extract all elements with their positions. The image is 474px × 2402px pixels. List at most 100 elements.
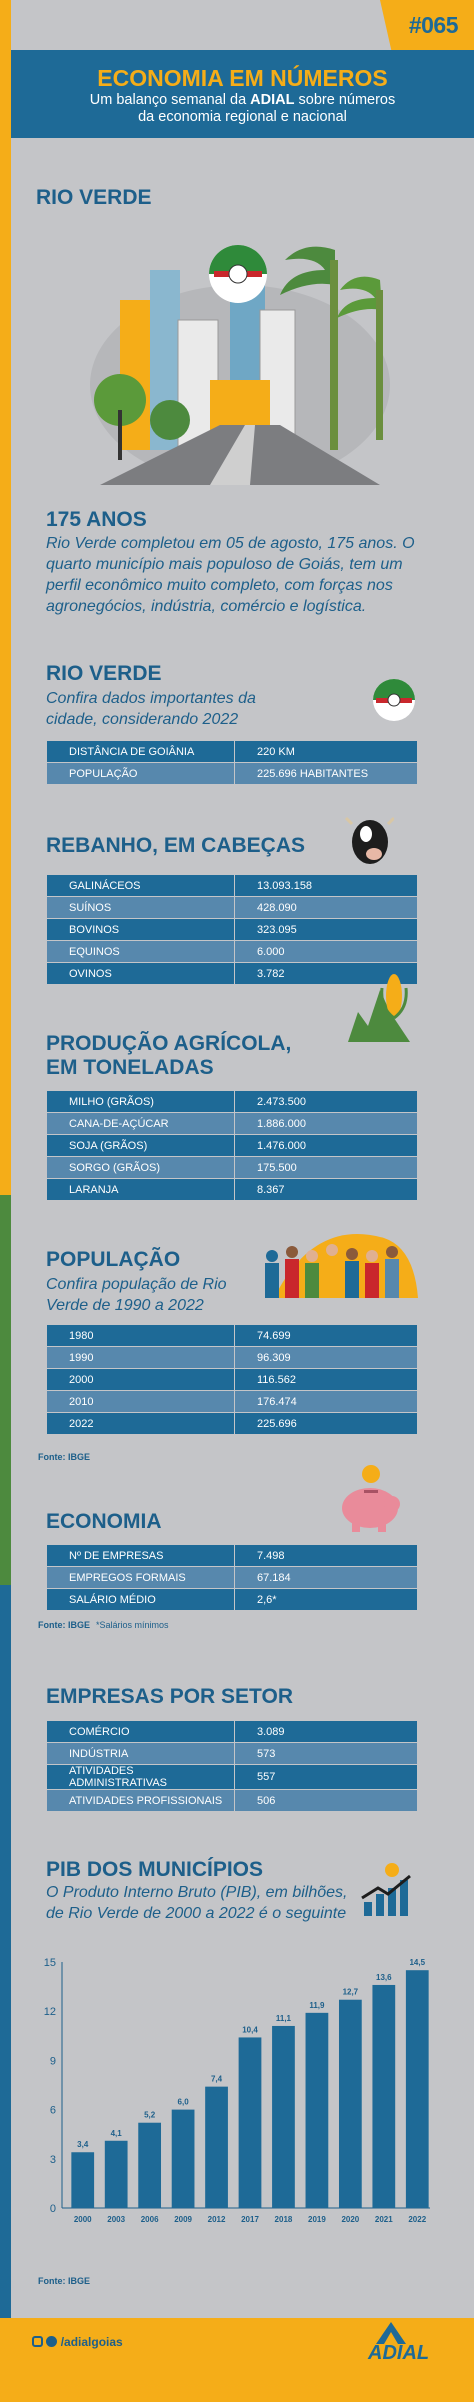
row-label: 2000 xyxy=(46,1368,235,1391)
table-row: EQUINOS 6.000 xyxy=(46,940,418,963)
row-value: 428.090 xyxy=(234,896,418,919)
row-label: EMPREGOS FORMAIS xyxy=(46,1566,235,1589)
row-label: 2022 xyxy=(46,1412,235,1435)
row-value: 67.184 xyxy=(234,1566,418,1589)
x-tick-label: 2017 xyxy=(241,2215,259,2224)
y-tick-label: 3 xyxy=(50,2154,56,2166)
bar xyxy=(171,2109,195,2208)
economy-source: Fonte: IBGE xyxy=(38,1620,90,1630)
row-label: 2010 xyxy=(46,1390,235,1413)
row-label: MILHO (GRÃOS) xyxy=(46,1090,235,1113)
table-row: 2022 225.696 xyxy=(46,1412,418,1435)
row-value: 225.696 HABITANTES xyxy=(234,762,418,785)
row-label: EQUINOS xyxy=(46,940,235,963)
bar xyxy=(238,2037,262,2208)
bar-value-label: 11,1 xyxy=(276,2014,292,2023)
x-tick-label: 2019 xyxy=(308,2215,326,2224)
table-row: ATIVIDADES ADMINISTRATIVAS 557 xyxy=(46,1764,418,1790)
x-tick-label: 2022 xyxy=(408,2215,426,2224)
bar-value-label: 13,6 xyxy=(376,1973,392,1982)
herd-title: REBANHO, EM CABEÇAS xyxy=(46,834,306,857)
row-value: 1.886.000 xyxy=(234,1112,418,1135)
row-value: 13.093.158 xyxy=(234,874,418,897)
anniversary-text: Rio Verde completou em 05 de agosto, 175… xyxy=(46,535,415,615)
economy-table: Nº DE EMPRESAS 7.498 EMPREGOS FORMAIS 67.1… xyxy=(46,1544,418,1611)
row-value: 3.782 xyxy=(234,962,418,985)
row-value: 557 xyxy=(234,1764,418,1790)
row-label: ATIVIDADES PROFISSIONAIS xyxy=(46,1789,235,1812)
table-row: CANA-DE-AÇÚCAR 1.886.000 xyxy=(46,1112,418,1135)
row-label: SALÁRIO MÉDIO xyxy=(46,1588,235,1611)
social-handle[interactable]: /adialgoias xyxy=(32,2335,123,2349)
bar xyxy=(338,1999,362,2208)
bar-value-label: 10,4 xyxy=(242,2025,258,2034)
header-band xyxy=(11,50,474,138)
table-row: 2010 176.474 xyxy=(46,1390,418,1413)
table-row: COMÉRCIO 3.089 xyxy=(46,1720,418,1743)
flag-badge-small-icon xyxy=(373,679,415,721)
table-row: DISTÂNCIA DE GOIÂNIA 220 KM xyxy=(46,740,418,763)
table-row: EMPREGOS FORMAIS 67.184 xyxy=(46,1566,418,1589)
bar xyxy=(272,2025,295,2208)
x-tick-label: 2003 xyxy=(107,2215,125,2224)
table-row: MILHO (GRÃOS) 2.473.500 xyxy=(46,1090,418,1113)
table-row: 1990 96.309 xyxy=(46,1346,418,1369)
adial-logo-mark-icon xyxy=(376,2322,406,2344)
row-value: 6.000 xyxy=(234,940,418,963)
bar-value-label: 3,4 xyxy=(77,2140,89,2149)
bar-value-label: 4,1 xyxy=(111,2129,123,2138)
row-label: OVINOS xyxy=(46,962,235,985)
x-tick-label: 2009 xyxy=(174,2215,192,2224)
row-value: 323.095 xyxy=(234,918,418,941)
page-subtitle: Um balanço semanal da ADIAL sobre número… xyxy=(89,92,396,125)
table-row: GALINÁCEOS 13.093.158 xyxy=(46,874,418,897)
row-value: 74.699 xyxy=(234,1324,418,1347)
bar xyxy=(372,1984,396,2208)
row-label: INDÚSTRIA xyxy=(46,1742,235,1765)
hero-title: RIO VERDE xyxy=(36,186,152,209)
x-tick-label: 2012 xyxy=(208,2215,226,2224)
adial-logo: ADIAL xyxy=(368,2342,430,2364)
row-value: 220 KM xyxy=(234,740,418,763)
x-tick-label: 2000 xyxy=(74,2215,92,2224)
row-label: SUÍNOS xyxy=(46,896,235,919)
bar-value-label: 5,2 xyxy=(144,2111,156,2120)
x-tick-label: 2021 xyxy=(375,2215,393,2224)
pib-source: Fonte: IBGE xyxy=(38,2276,90,2286)
row-value: 8.367 xyxy=(234,1178,418,1201)
x-tick-label: 2006 xyxy=(141,2215,159,2224)
table-row: 1980 74.699 xyxy=(46,1324,418,1347)
y-tick-label: 0 xyxy=(50,2203,56,2215)
row-label: DISTÂNCIA DE GOIÂNIA xyxy=(46,740,235,763)
row-value: 96.309 xyxy=(234,1346,418,1369)
bar-value-label: 12,7 xyxy=(343,1988,359,1997)
row-label: COMÉRCIO xyxy=(46,1720,235,1743)
table-row: POPULAÇÃO 225.696 HABITANTES xyxy=(46,762,418,785)
bar xyxy=(138,2122,162,2208)
sectors-title: EMPRESAS POR SETOR xyxy=(46,1685,293,1708)
piggy-bank-icon xyxy=(342,1465,400,1532)
row-value: 225.696 xyxy=(234,1412,418,1435)
row-value: 1.476.000 xyxy=(234,1134,418,1157)
row-label: SOJA (GRÃOS) xyxy=(46,1134,235,1157)
bar-value-label: 14,5 xyxy=(409,1958,425,1967)
row-value: 2,6* xyxy=(234,1588,418,1611)
row-value: 506 xyxy=(234,1789,418,1812)
row-value: 573 xyxy=(234,1742,418,1765)
population-source: Fonte: IBGE xyxy=(38,1452,90,1462)
bar xyxy=(205,2086,228,2208)
facebook-icon xyxy=(46,2336,58,2347)
bar-value-label: 7,4 xyxy=(211,2075,223,2084)
economy-title: ECONOMIA xyxy=(46,1510,162,1533)
table-row: 2000 116.562 xyxy=(46,1368,418,1391)
left-stripe-orange xyxy=(0,0,11,1195)
y-tick-label: 15 xyxy=(44,1957,56,1969)
table-row: SUÍNOS 428.090 xyxy=(46,896,418,919)
row-label: 1980 xyxy=(46,1324,235,1347)
y-tick-label: 9 xyxy=(50,2055,56,2067)
pib-title: PIB DOS MUNICÍPIOS xyxy=(46,1858,264,1881)
cow-icon xyxy=(344,816,394,864)
table-row: BOVINOS 323.095 xyxy=(46,918,418,941)
population-table: 1980 74.699 1990 96.309 2000 116.562 2010 17… xyxy=(46,1324,418,1435)
population-title: POPULAÇÃO xyxy=(46,1248,181,1271)
